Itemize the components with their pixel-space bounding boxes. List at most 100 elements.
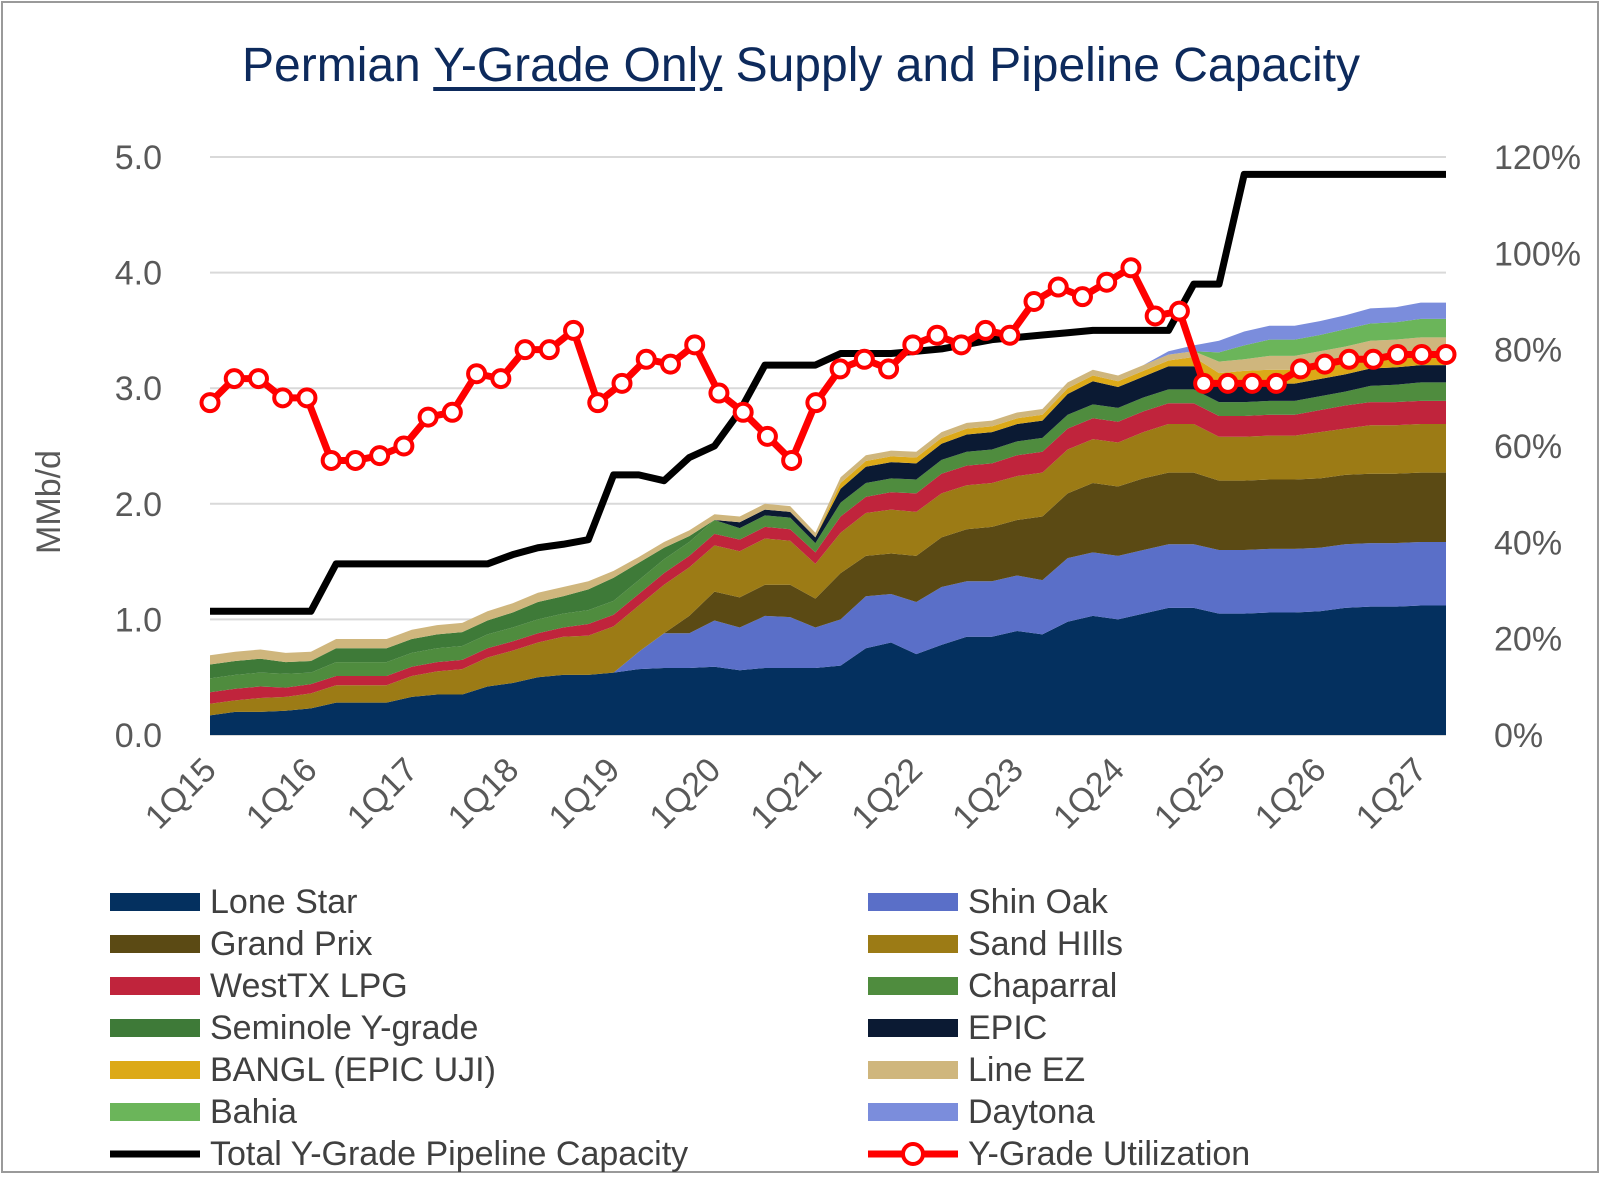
legend-item: Total Y-Grade Pipeline Capacity (110, 1134, 688, 1174)
x-axis-ticks: 1Q15 1Q16 1Q17 1Q18 1Q19 1Q20 1Q21 1Q22 1Q23 1Q24… (138, 751, 1434, 837)
y-tick-label: 4.0 (115, 255, 162, 293)
legend-swatch (868, 1103, 958, 1121)
legend-swatch (110, 1134, 200, 1174)
legend-swatch (110, 1103, 200, 1121)
utilization-marker (853, 348, 875, 370)
legend-swatch (110, 977, 200, 995)
title-underlined: Y-Grade Only (433, 39, 723, 92)
utilization-marker (1168, 300, 1190, 322)
y2-tick-label: 100% (1494, 235, 1581, 273)
legend-swatch (110, 1019, 200, 1037)
legend-swatch (868, 1061, 958, 1079)
y-tick-label: 1.0 (115, 601, 162, 639)
x-tick-label: 1Q15 (138, 751, 224, 837)
utilization-marker (805, 392, 827, 414)
y2-axis-ticks: 0% 20% 40% 60% 80% 100% 120% (1494, 139, 1581, 755)
area-shin-oak (210, 541, 1446, 716)
legend-item: Sand HIlls (868, 924, 1123, 964)
legend-label: Sand HIlls (968, 924, 1123, 963)
x-tick-label: 1Q25 (1147, 751, 1233, 837)
area-sand-hills (210, 424, 1446, 716)
utilization-marker (781, 449, 803, 471)
utilization-marker (708, 382, 730, 404)
legend-item: Daytona (868, 1092, 1095, 1132)
utilization-marker (926, 324, 948, 346)
utilization-marker (975, 319, 997, 341)
x-tick-label: 1Q16 (239, 751, 325, 837)
utilization-marker (1387, 343, 1409, 365)
x-tick-label: 1Q26 (1248, 751, 1334, 837)
utilization-marker (902, 334, 924, 356)
capacity-line-group (210, 170, 1446, 615)
legend-item: Seminole Y-grade (110, 1008, 478, 1048)
legend-label: Grand Prix (210, 924, 373, 963)
x-tick-label: 1Q20 (642, 751, 728, 837)
legend-label: EPIC (968, 1008, 1048, 1047)
utilization-marker (999, 324, 1021, 346)
utilization-marker (296, 387, 318, 409)
legend-label: Daytona (968, 1092, 1095, 1131)
utilization-marker (563, 319, 585, 341)
utilization-marker (369, 445, 391, 467)
title-prefix: Permian (242, 39, 434, 92)
title-suffix: Supply and Pipeline Capacity (722, 39, 1360, 92)
legend-label: WestTX LPG (210, 966, 408, 1005)
legend-label: Lone Star (210, 882, 358, 921)
utilization-marker (611, 372, 633, 394)
legend-item: Grand Prix (110, 924, 373, 964)
legend-item: Bahia (110, 1092, 297, 1132)
y-tick-label: 3.0 (115, 370, 162, 408)
legend-label: Chaparral (968, 966, 1118, 1005)
area-westtx-lpg (210, 400, 1446, 704)
y2-tick-label: 0% (1494, 717, 1543, 755)
utilization-marker (466, 363, 488, 385)
legend-swatch (110, 935, 200, 953)
utilization-marker (1144, 305, 1166, 327)
utilization-marker (732, 401, 754, 423)
utilization-marker (1411, 343, 1433, 365)
legend-item: EPIC (868, 1008, 1047, 1048)
utilization-marker (1241, 372, 1263, 394)
area-grand-prix (210, 472, 1446, 716)
legend-label: BANGL (EPIC UJI) (210, 1050, 496, 1089)
y2-tick-label: 60% (1494, 428, 1562, 466)
x-tick-label: 1Q19 (542, 751, 628, 837)
y2-tick-label: 40% (1494, 524, 1562, 562)
utilization-marker (272, 387, 294, 409)
utilization-marker (1071, 286, 1093, 308)
y2-tick-label: 120% (1494, 139, 1581, 177)
legend-item: Chaparral (868, 966, 1117, 1006)
utilization-marker (950, 334, 972, 356)
y-tick-label: 2.0 (115, 486, 162, 524)
legend-label: Line EZ (968, 1050, 1086, 1089)
x-tick-label: 1Q27 (1349, 751, 1435, 837)
utilization-marker (344, 449, 366, 471)
area-lone-star (210, 605, 1446, 735)
utilization-line-group (199, 257, 1457, 471)
utilization-marker (199, 392, 221, 414)
utilization-line (207, 264, 1446, 464)
legend-label: Y-Grade Utilization (968, 1134, 1251, 1173)
utilization-marker (684, 334, 706, 356)
legend-label: Shin Oak (968, 882, 1108, 921)
utilization-marker (1290, 358, 1312, 380)
legend-item: Lone Star (110, 882, 357, 922)
utilization-marker (1096, 271, 1118, 293)
utilization-marker (1193, 372, 1215, 394)
area-epic (210, 365, 1446, 665)
legend-label: Total Y-Grade Pipeline Capacity (210, 1134, 689, 1173)
utilization-marker (878, 358, 900, 380)
legend-swatch (868, 893, 958, 911)
utilization-marker (1023, 291, 1045, 312)
utilization-marker (247, 368, 269, 390)
legend-label: Bahia (210, 1092, 297, 1131)
y2-tick-label: 80% (1494, 332, 1562, 370)
utilization-marker (659, 353, 681, 375)
x-tick-label: 1Q23 (945, 751, 1031, 837)
legend-item: WestTX LPG (110, 966, 408, 1006)
legend-item: BANGL (EPIC UJI) (110, 1050, 496, 1090)
x-tick-label: 1Q17 (340, 751, 426, 837)
y-tick-label: 5.0 (115, 139, 162, 177)
x-tick-label: 1Q18 (441, 751, 527, 837)
